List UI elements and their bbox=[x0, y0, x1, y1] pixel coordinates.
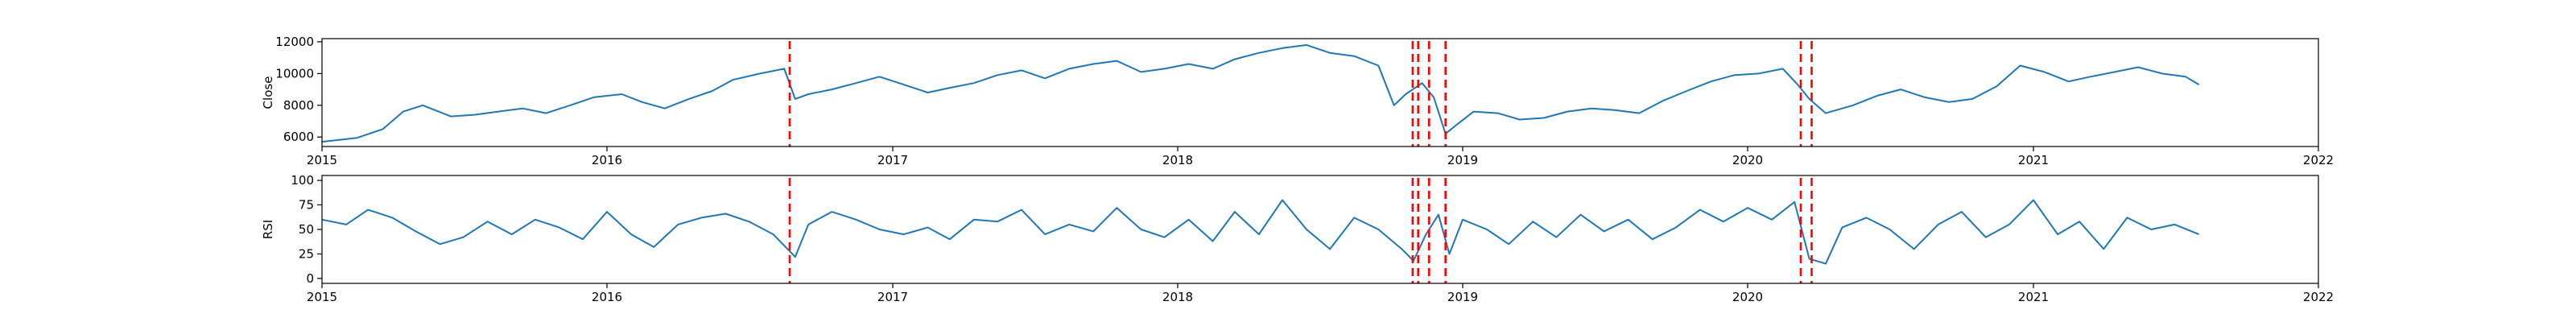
close-y-tick-label: 6000 bbox=[283, 130, 314, 144]
rsi-x-tick-label: 2015 bbox=[307, 290, 337, 304]
rsi-x-tick-label: 2018 bbox=[1162, 290, 1193, 304]
close-x-tick-label: 2017 bbox=[877, 153, 908, 167]
rsi-x-tick-label: 2019 bbox=[1447, 290, 1478, 304]
close-x-tick-label: 2015 bbox=[307, 153, 337, 167]
close-x-tick-label: 2019 bbox=[1447, 153, 1478, 167]
close-y-axis-label: Close bbox=[261, 76, 275, 109]
close-y-tick-label: 12000 bbox=[275, 35, 314, 49]
rsi-y-tick-label: 50 bbox=[299, 222, 314, 237]
rsi-y-tick-label: 0 bbox=[306, 271, 314, 286]
rsi-y-tick-label: 100 bbox=[291, 173, 314, 188]
close-x-tick-label: 2018 bbox=[1162, 153, 1193, 167]
close-x-tick-label: 2016 bbox=[592, 153, 622, 167]
rsi-y-axis-label: RSI bbox=[261, 220, 275, 239]
close-axes-frame bbox=[321, 38, 2319, 147]
rsi-y-tick-label: 25 bbox=[299, 247, 314, 262]
rsi-x-tick-label: 2016 bbox=[592, 290, 622, 304]
rsi-series-line bbox=[321, 199, 2199, 265]
rsi-x-tick-label: 2020 bbox=[1732, 290, 1763, 304]
close-series-line bbox=[321, 43, 2200, 143]
close-x-tick-label: 2022 bbox=[2303, 153, 2334, 167]
rsi-chart: 2015 2016 2017 2018 2019 2020 2021 2022 0 25 50 75 1… bbox=[261, 173, 2334, 304]
rsi-y-tick-label: 75 bbox=[299, 198, 314, 213]
rsi-x-tick-label: 2021 bbox=[2018, 290, 2049, 304]
close-x-tick-label: 2020 bbox=[1732, 153, 1763, 167]
rsi-x-tick-label: 2022 bbox=[2303, 290, 2334, 304]
close-chart: 2015 2016 2017 2018 2019 2020 2021 2022 6000 8000… bbox=[261, 35, 2334, 167]
close-x-tick-label: 2021 bbox=[2018, 153, 2049, 167]
close-y-tick-label: 8000 bbox=[283, 98, 314, 113]
rsi-x-tick-label: 2017 bbox=[877, 290, 908, 304]
close-y-tick-label: 10000 bbox=[275, 66, 314, 80]
